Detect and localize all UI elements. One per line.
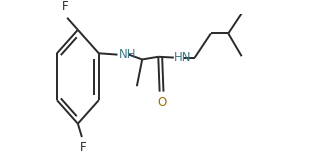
Text: F: F <box>80 141 86 154</box>
Text: F: F <box>62 0 68 13</box>
Text: HN: HN <box>174 51 191 64</box>
Text: O: O <box>157 96 166 109</box>
Text: NH: NH <box>119 48 136 61</box>
